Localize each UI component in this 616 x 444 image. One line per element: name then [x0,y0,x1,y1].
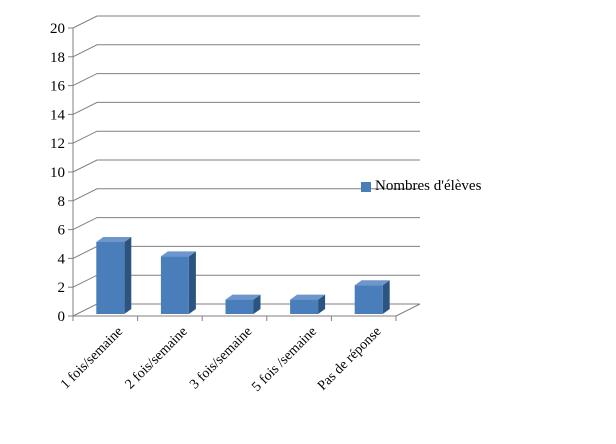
x-tick-label: 3 fois/semaine [187,324,255,392]
y-tick-label: 0 [58,309,66,325]
gridline [72,15,420,29]
gridline [72,101,420,115]
y-tick-label: 6 [58,223,66,239]
gridline [72,188,420,202]
x-tick-label: 1 fois/semaine [58,324,126,392]
y-tick-label: 12 [50,136,65,152]
bar-top [354,280,390,286]
bar-front [96,242,125,314]
legend-swatch [361,181,371,192]
bar [290,294,326,314]
bar [225,294,261,314]
bar [354,280,390,314]
bar-top [225,294,261,300]
bar-side [318,294,326,314]
y-tick-label: 14 [50,107,66,123]
x-tick-label: 5 fois /semaine [249,324,320,395]
gridline [72,44,420,58]
chart-gridlines [72,15,420,317]
gridline [72,217,420,231]
bar-side [124,237,132,314]
bar-front [290,299,319,314]
bar-top [160,251,196,257]
x-tick-label: Pas de réponse [315,324,384,393]
y-tick-label: 8 [58,194,66,210]
bar-side [188,251,196,314]
bar-side [253,294,261,314]
y-tick-label: 4 [58,251,66,267]
floor-right-edge [395,303,421,317]
y-tick-label: 16 [50,79,66,95]
legend-label: Nombres d'élèves [375,178,482,194]
y-tick-label: 20 [50,21,65,37]
y-tick-labels: 0 2 4 6 8 10 12 14 16 18 20 [50,21,66,325]
bar-top [290,294,326,300]
bar-side [382,280,390,314]
bar-front [225,299,254,314]
bar [96,237,132,314]
x-tick-label: 2 fois/semaine [123,324,191,392]
bars [96,237,390,314]
bar-front [354,285,383,314]
legend: Nombres d'élèves [361,178,481,195]
y-tick-label: 10 [50,165,65,181]
y-tick-label: 2 [58,280,66,296]
gridline [72,73,420,87]
gridline [72,159,420,173]
y-tick-label: 18 [50,50,65,66]
bar-front [160,256,189,314]
gridline [72,130,420,144]
bar-top [96,237,132,242]
chart-axes [68,27,421,321]
bar [160,251,196,314]
